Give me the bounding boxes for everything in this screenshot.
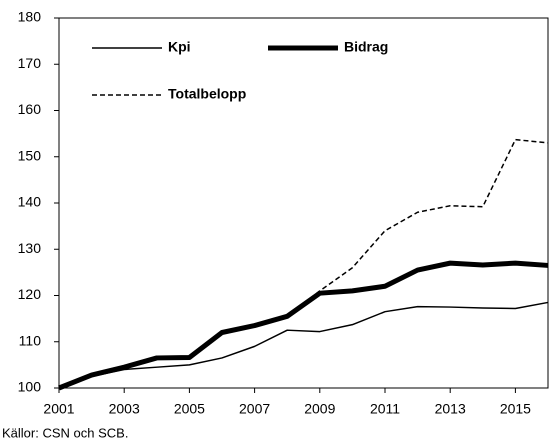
y-tick-label: 100 <box>18 379 42 395</box>
y-tick-label: 160 <box>18 101 42 117</box>
x-tick-label: 2011 <box>370 401 400 417</box>
x-tick-label: 2007 <box>239 401 270 417</box>
y-tick-label: 180 <box>18 9 42 25</box>
source-note: Källor: CSN och SCB. <box>2 425 128 440</box>
series-line <box>58 301 549 389</box>
series-line <box>58 260 549 391</box>
y-tick-label: 170 <box>18 55 42 71</box>
x-tick-label: 2015 <box>500 401 531 417</box>
x-tick-label: 2003 <box>109 401 140 417</box>
x-tick-label: 2013 <box>435 401 466 417</box>
y-tick-label: 140 <box>18 194 42 210</box>
x-tick-label: 2005 <box>174 401 205 417</box>
x-tick-label: 2009 <box>304 401 335 417</box>
legend-label: Kpi <box>168 39 191 55</box>
legend-label: Bidrag <box>344 39 388 55</box>
y-tick-label: 150 <box>18 147 42 163</box>
y-tick-label: 120 <box>18 286 42 302</box>
x-tick-label: 2001 <box>43 401 74 417</box>
legend-label: Totalbelopp <box>168 86 246 102</box>
y-tick-label: 110 <box>19 332 42 348</box>
y-tick-label: 130 <box>18 240 42 256</box>
series-line <box>58 138 549 389</box>
plot-frame <box>58 17 549 389</box>
